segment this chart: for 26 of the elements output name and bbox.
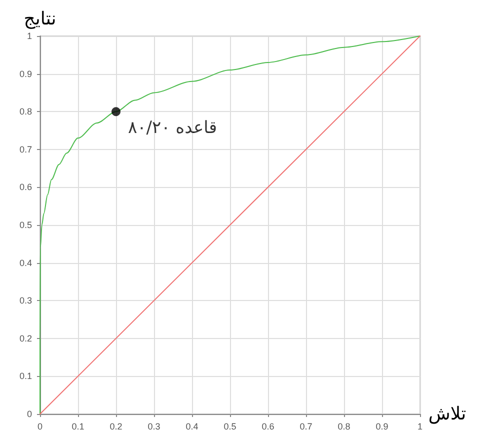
x-tick-label: 0.5: [224, 422, 236, 432]
y-axis-title: نتایج: [24, 8, 56, 30]
x-tick-label: 1: [417, 422, 423, 432]
y-tick-label: 0.3: [19, 296, 32, 306]
y-tick-label: 0: [26, 409, 32, 419]
x-tick-label: 0.3: [148, 422, 160, 432]
x-tick-label: 0.7: [300, 422, 312, 432]
y-tick-label: 0.6: [19, 182, 32, 192]
y-tick-label: 1: [26, 31, 32, 41]
x-axis-title: تلاش: [428, 404, 466, 424]
y-tick-label: 0.7: [19, 144, 32, 154]
y-tick-label: 0.2: [19, 333, 32, 344]
x-tick-label: 0.2: [110, 422, 122, 432]
annotation: قاعده ۸۰/۲۰: [128, 118, 217, 138]
y-tick-label: 0.5: [19, 220, 32, 230]
y-tick-label: 0.9: [19, 68, 32, 79]
x-tick-label: 0.9: [376, 422, 388, 432]
x-tick-label: 0.4: [186, 422, 198, 432]
x-tick-label: 0.1: [72, 422, 84, 432]
x-tick-label: 0: [37, 422, 43, 432]
y-tick-label: 0.8: [19, 106, 32, 117]
y-tick-label: 0.4: [19, 258, 32, 268]
x-tick-label: 0.8: [338, 422, 350, 432]
y-tick-label: 0.1: [19, 371, 32, 382]
x-tick-label: 0.6: [262, 422, 274, 432]
line-series: [40, 36, 420, 414]
